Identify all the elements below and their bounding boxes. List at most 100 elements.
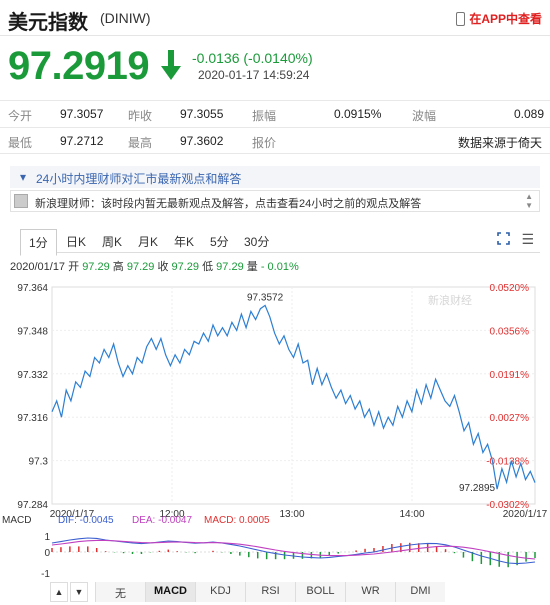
y-tick-label: 97.348: [17, 326, 48, 337]
x-tick-label: 13:00: [279, 509, 304, 520]
summary-change: - 0.01%: [260, 261, 299, 273]
quote-timestamp: 2020-01-17 14:59:24: [198, 68, 310, 82]
summary-vol-label: 量: [246, 261, 258, 273]
macd-y-label: 0: [44, 548, 50, 559]
pct-tick-label: 0.0191%: [490, 370, 530, 381]
open-in-app-link[interactable]: 在APP中查看: [456, 10, 542, 27]
prev-button[interactable]: ▲: [50, 582, 68, 602]
next-button[interactable]: ▼: [70, 582, 88, 602]
pct-tick-label: 0.0356%: [490, 326, 530, 337]
amplitude-label: 振幅: [252, 109, 277, 123]
tab-weekly-k[interactable]: 周K: [102, 235, 123, 249]
y-tick-label: 97.332: [17, 370, 48, 381]
open-label: 今开: [8, 109, 33, 123]
summary-open: 97.29: [82, 261, 110, 273]
stats-table: 今开 97.3057 昨收 97.3055 振幅 0.0915% 波幅 0.08…: [0, 100, 550, 154]
pct-tick-label: -0.0302%: [486, 500, 529, 511]
symbol-code: (DINIW): [100, 10, 151, 26]
prev-close-value: 97.3055: [180, 107, 224, 121]
macd-y-label: 1: [44, 532, 50, 543]
phone-icon: [456, 11, 466, 26]
tab-monthly-k[interactable]: 月K: [138, 235, 159, 249]
page-title: 美元指数: [8, 12, 88, 34]
pct-tick-label: 0.0520%: [490, 283, 530, 294]
pct-tick-label: -0.0138%: [486, 457, 529, 468]
dif-label: DIF: -0.0045: [58, 515, 114, 526]
summary-date: 2020/01/17: [10, 261, 66, 273]
y-tick-label: 97.364: [17, 283, 48, 294]
news-item-text: 新浪理财师：该时段内暂无最新观点及解答，点击查看24小时之前的观点及解答: [35, 198, 422, 210]
x-tick-label: 14:00: [399, 509, 424, 520]
y-tick-label: 97.316: [17, 413, 48, 424]
max-annotation: 97.3572: [247, 292, 284, 303]
amplitude-value: 0.0915%: [334, 107, 382, 121]
indicator-tab-none[interactable]: 无: [95, 582, 145, 602]
min-annotation: 97.2895: [459, 483, 496, 494]
tab-30min[interactable]: 30分: [244, 235, 270, 249]
data-source: 数据来源于倚天: [458, 136, 543, 150]
intraday-chart[interactable]: 97.364 0.0520% 97.348 0.0356% 97.332 0.0191% 9…: [0, 276, 550, 578]
indicator-tab-rsi[interactable]: RSI: [245, 582, 295, 602]
price-change: -0.0136 (-0.0140%): [192, 50, 313, 66]
tab-yearly-k[interactable]: 年K: [174, 235, 195, 249]
range-value: 0.089: [514, 107, 545, 121]
scroll-up-icon[interactable]: ▲: [525, 192, 533, 201]
summary-low: 97.29: [216, 261, 244, 273]
avatar: [14, 194, 28, 208]
macd-value-label: MACD: 0.0005: [204, 515, 270, 526]
summary-close-label: 收: [157, 261, 169, 273]
stats-row: 今开 97.3057 昨收 97.3055 振幅 0.0915% 波幅 0.08…: [0, 100, 550, 127]
down-arrow-icon: ▼: [74, 587, 84, 597]
summary-high: 97.29: [126, 261, 155, 273]
high-label: 最高: [128, 136, 153, 150]
tab-1min[interactable]: 1分: [20, 229, 57, 256]
summary-high-label: 高: [112, 261, 124, 273]
low-value: 97.2712: [60, 134, 104, 148]
dea-label: DEA: -0.0047: [132, 515, 192, 526]
indicator-tab-boll[interactable]: BOLL: [295, 582, 345, 602]
open-in-app-label: 在APP中查看: [469, 12, 542, 26]
indicator-tab-macd[interactable]: MACD: [145, 582, 195, 602]
watermark: 新浪财经: [428, 293, 472, 307]
chevron-down-icon: ▾: [20, 170, 27, 184]
up-arrow-icon: ▲: [54, 587, 64, 597]
chart-period-tabs: 1分 日K 周K 月K 年K 5分 30分 ☰: [20, 229, 540, 256]
news-header-label: 24小时内理财师对汇市最新观点和解答: [36, 172, 242, 186]
indicator-tab-kdj[interactable]: KDJ: [195, 582, 245, 602]
news-item[interactable]: 新浪理财师：该时段内暂无最新观点及解答，点击查看24小时之前的观点及解答 ▲ ▼: [10, 190, 540, 212]
scroll-arrows[interactable]: ▲ ▼: [525, 192, 533, 210]
indicator-tab-wr[interactable]: WR: [345, 582, 395, 602]
scroll-down-icon[interactable]: ▼: [525, 201, 533, 210]
plot-frame: [51, 286, 536, 505]
header: 美元指数 (DINIW) 在APP中查看: [0, 0, 550, 36]
fullscreen-icon[interactable]: [497, 232, 510, 245]
x-tick-label: 2020/1/17: [50, 509, 95, 520]
pct-tick-label: 0.0027%: [490, 413, 530, 424]
open-value: 97.3057: [60, 107, 104, 121]
news-header[interactable]: ▾ 24小时内理财师对汇市最新观点和解答: [10, 166, 540, 188]
tab-daily-k[interactable]: 日K: [66, 235, 87, 249]
down-arrow-icon: [161, 50, 181, 80]
high-value: 97.3602: [180, 134, 224, 148]
indicator-tab-dmi[interactable]: DMI: [395, 582, 445, 602]
y-tick-label: 97.284: [17, 500, 48, 511]
tab-5min[interactable]: 5分: [210, 235, 229, 249]
summary-close: 97.29: [171, 261, 200, 273]
range-label: 波幅: [412, 109, 437, 123]
low-label: 最低: [8, 136, 33, 150]
ohlc-summary: 2020/01/17 开 97.29 高 97.29 收 97.29 低 97.…: [10, 258, 299, 274]
macd-label: MACD: [2, 515, 31, 526]
x-tick-label: 12:00: [159, 509, 184, 520]
summary-low-label: 低: [202, 261, 214, 273]
prev-close-label: 昨收: [128, 109, 153, 123]
x-tick-label: 2020/1/17: [503, 509, 548, 520]
summary-open-label: 开: [68, 261, 80, 273]
macd-y-label: -1: [41, 569, 50, 578]
quote-label: 报价: [252, 136, 277, 150]
settings-icon[interactable]: ☰: [521, 231, 534, 247]
dif-line: [51, 537, 536, 565]
y-tick-label: 97.3: [29, 457, 49, 468]
current-price: 97.2919: [8, 44, 150, 88]
dea-line: [51, 539, 536, 560]
price-line: [51, 304, 536, 490]
